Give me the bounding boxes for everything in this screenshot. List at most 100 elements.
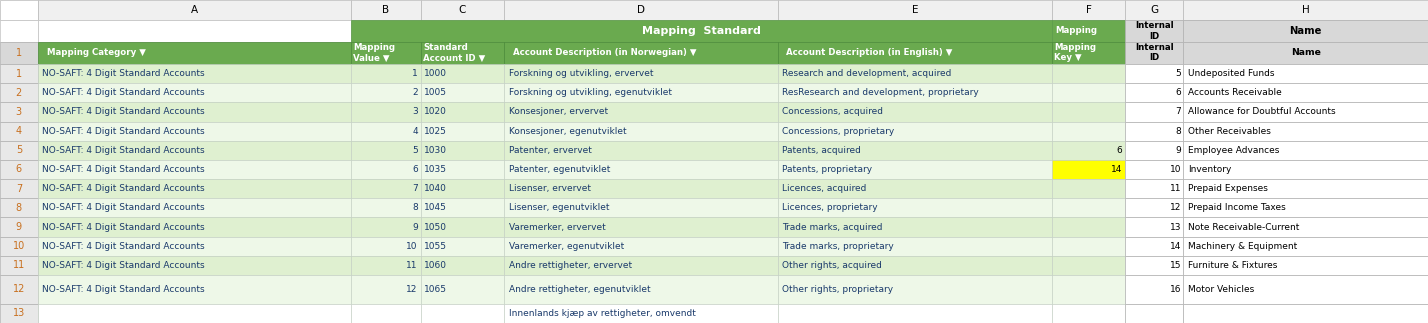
Text: Patenter, ervervet: Patenter, ervervet <box>508 146 591 155</box>
Bar <box>1184 141 1428 160</box>
Bar <box>0 20 37 42</box>
Text: Patents, acquired: Patents, acquired <box>783 146 861 155</box>
Bar <box>421 102 504 121</box>
Bar <box>351 217 421 237</box>
Text: 13: 13 <box>13 308 24 318</box>
Bar <box>0 256 37 275</box>
Bar <box>1052 141 1125 160</box>
Bar <box>1184 42 1428 64</box>
Text: 6: 6 <box>16 164 21 174</box>
Text: Mapping
Value ▼: Mapping Value ▼ <box>353 43 394 62</box>
Text: Licences, acquired: Licences, acquired <box>783 184 867 193</box>
Text: Motor Vehicles: Motor Vehicles <box>1188 285 1255 294</box>
Bar <box>0 64 37 83</box>
Bar <box>351 237 421 256</box>
Bar <box>351 179 421 198</box>
Bar <box>37 179 351 198</box>
Bar <box>37 275 351 304</box>
Bar <box>37 102 351 121</box>
Bar <box>1125 217 1184 237</box>
Bar <box>37 0 351 20</box>
Text: Trade marks, proprietary: Trade marks, proprietary <box>783 242 894 251</box>
Text: 1055: 1055 <box>424 242 447 251</box>
Text: NO-SAFT: 4 Digit Standard Accounts: NO-SAFT: 4 Digit Standard Accounts <box>43 108 206 116</box>
Bar <box>351 198 421 217</box>
Text: 6: 6 <box>1175 88 1181 97</box>
Bar <box>504 304 778 323</box>
Bar <box>1052 42 1125 64</box>
Text: Licences, proprietary: Licences, proprietary <box>783 203 878 212</box>
Text: Other rights, proprietary: Other rights, proprietary <box>783 285 894 294</box>
Text: Patents, proprietary: Patents, proprietary <box>783 165 873 174</box>
Bar <box>1125 64 1184 83</box>
Text: Forskning og utvikling, ervervet: Forskning og utvikling, ervervet <box>508 69 653 78</box>
Bar <box>504 102 778 121</box>
Bar <box>421 237 504 256</box>
Text: 11: 11 <box>13 260 24 270</box>
Bar <box>1052 0 1125 20</box>
Text: E: E <box>912 5 918 15</box>
Text: Patenter, egenutviklet: Patenter, egenutviklet <box>508 165 610 174</box>
Bar <box>1052 20 1125 42</box>
Text: 1005: 1005 <box>424 88 447 97</box>
Text: 1000: 1000 <box>424 69 447 78</box>
Bar <box>37 217 351 237</box>
Text: 8: 8 <box>1175 127 1181 136</box>
Bar <box>1052 64 1125 83</box>
Bar <box>351 275 421 304</box>
Bar <box>1052 179 1125 198</box>
Bar <box>0 304 37 323</box>
Text: 8: 8 <box>413 203 418 212</box>
Bar <box>37 83 351 102</box>
Bar <box>778 179 1052 198</box>
Text: 12: 12 <box>13 285 26 295</box>
Bar <box>1125 141 1184 160</box>
Bar <box>421 217 504 237</box>
Bar <box>351 64 421 83</box>
Bar <box>351 304 421 323</box>
Bar <box>504 83 778 102</box>
Text: 16: 16 <box>1170 285 1181 294</box>
Text: Varemerker, ervervet: Varemerker, ervervet <box>508 223 605 232</box>
Bar <box>1052 256 1125 275</box>
Text: Konsesjoner, egenutviklet: Konsesjoner, egenutviklet <box>508 127 625 136</box>
Text: Account Description (in Norwegian) ▼: Account Description (in Norwegian) ▼ <box>513 48 695 57</box>
Bar <box>778 198 1052 217</box>
Bar <box>421 42 504 64</box>
Bar <box>0 275 37 304</box>
Text: D: D <box>637 5 645 15</box>
Bar <box>1125 160 1184 179</box>
Text: 9: 9 <box>16 222 21 232</box>
Text: 12: 12 <box>1170 203 1181 212</box>
Bar <box>1184 179 1428 198</box>
Text: ResResearch and development, proprietary: ResResearch and development, proprietary <box>783 88 980 97</box>
Text: Forskning og utvikling, egenutviklet: Forskning og utvikling, egenutviklet <box>508 88 671 97</box>
Bar <box>1125 198 1184 217</box>
Bar <box>1052 102 1125 121</box>
Bar <box>778 42 1052 64</box>
Text: 15: 15 <box>1170 261 1181 270</box>
Bar <box>1052 198 1125 217</box>
Text: Concessions, proprietary: Concessions, proprietary <box>783 127 894 136</box>
Text: B: B <box>383 5 390 15</box>
Bar <box>1184 237 1428 256</box>
Text: 4: 4 <box>413 127 418 136</box>
Text: Furniture & Fixtures: Furniture & Fixtures <box>1188 261 1278 270</box>
Bar <box>1184 256 1428 275</box>
Bar <box>37 42 351 64</box>
Text: Lisenser, ervervet: Lisenser, ervervet <box>508 184 591 193</box>
Bar <box>1125 304 1184 323</box>
Text: G: G <box>1150 5 1158 15</box>
Bar <box>1052 217 1125 237</box>
Bar <box>778 83 1052 102</box>
Bar <box>37 304 351 323</box>
Bar <box>37 121 351 141</box>
Bar <box>351 20 1052 42</box>
Text: Note Receivable-Current: Note Receivable-Current <box>1188 223 1299 232</box>
Text: Mapping: Mapping <box>1055 26 1097 36</box>
Text: Account Description (in English) ▼: Account Description (in English) ▼ <box>787 48 952 57</box>
Text: 5: 5 <box>16 145 21 155</box>
Bar <box>778 256 1052 275</box>
Text: 11: 11 <box>1170 184 1181 193</box>
Text: Andre rettigheter, egenutviklet: Andre rettigheter, egenutviklet <box>508 285 650 294</box>
